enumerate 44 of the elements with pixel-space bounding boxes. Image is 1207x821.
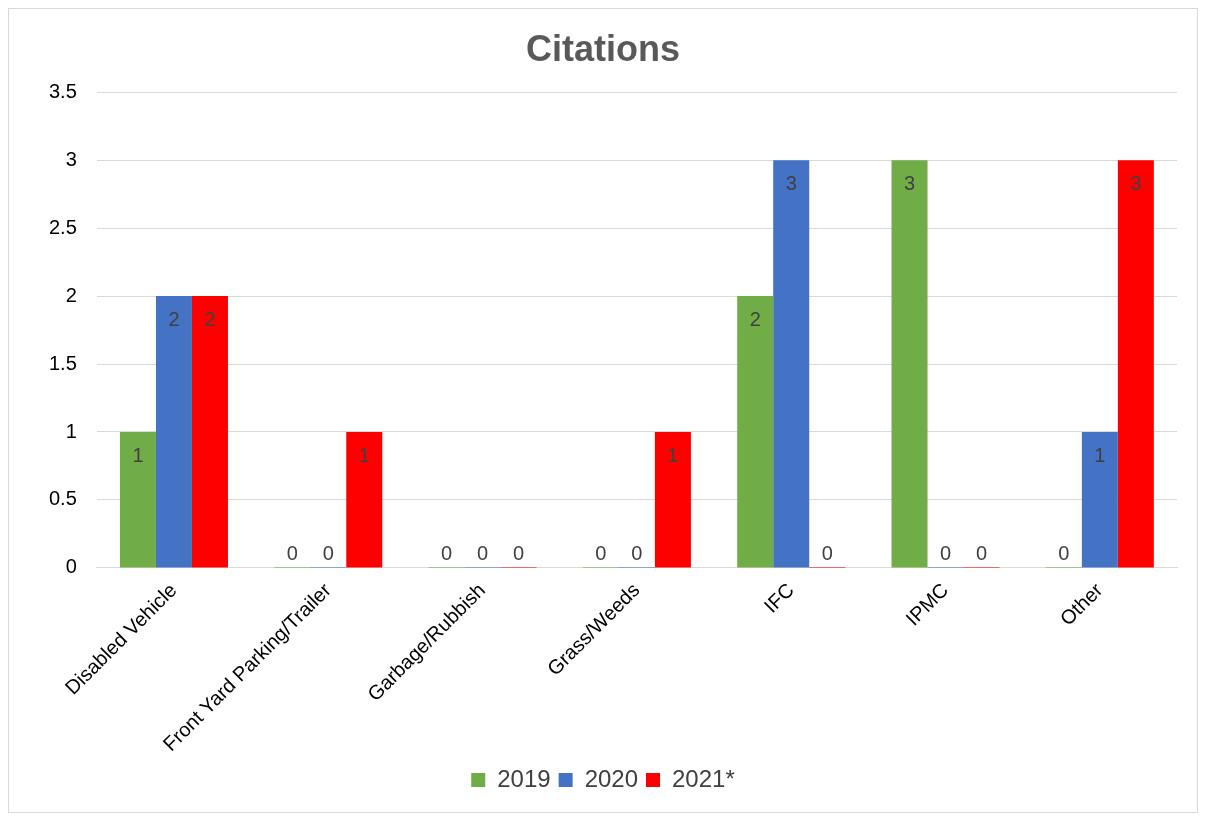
bar — [346, 432, 383, 568]
y-tick-label: 0.5 — [48, 487, 77, 510]
data-label: 0 — [441, 541, 453, 564]
data-label: 0 — [939, 541, 952, 564]
data-label: 0 — [631, 541, 643, 564]
data-label: 1 — [667, 443, 679, 466]
y-tick-label: 2 — [65, 283, 77, 306]
data-label: 0 — [477, 541, 489, 564]
bar — [155, 296, 192, 568]
bar — [1117, 160, 1154, 568]
data-label: 2 — [749, 307, 761, 330]
bar — [773, 160, 810, 568]
data-label: 3 — [903, 171, 916, 194]
legend-label: 2020 — [584, 764, 639, 792]
y-tick-label: 1 — [65, 419, 77, 442]
legend-label: 2019 — [497, 764, 551, 792]
data-label: 3 — [785, 171, 797, 194]
data-label: 1 — [132, 443, 144, 466]
bar — [119, 432, 156, 568]
data-label: 0 — [322, 541, 334, 564]
x-tick-label: IFC — [759, 578, 798, 617]
legend-label: 2021* — [672, 764, 735, 792]
data-label: 0 — [513, 541, 525, 564]
y-tick-label: 0 — [65, 555, 77, 578]
data-label: 2 — [168, 307, 180, 330]
y-tick-label: 3 — [65, 147, 77, 170]
y-tick-label: 2.5 — [48, 215, 77, 238]
chart-title: Citations — [525, 27, 681, 69]
bar — [654, 432, 691, 568]
data-label: 1 — [358, 443, 370, 466]
y-tick-label: 3.5 — [48, 79, 77, 102]
y-tick-label: 1.5 — [48, 351, 77, 374]
data-label: 3 — [1130, 171, 1142, 194]
data-label: 0 — [286, 541, 298, 564]
bar — [1081, 432, 1118, 568]
data-label: 2 — [204, 307, 216, 330]
data-label: 0 — [595, 541, 607, 564]
data-label: 1 — [1094, 443, 1106, 466]
data-label: 0 — [1058, 541, 1070, 564]
bar — [191, 296, 228, 568]
bar — [737, 296, 774, 568]
bar — [891, 160, 928, 568]
data-label: 0 — [821, 541, 833, 564]
data-label: 0 — [975, 541, 988, 564]
